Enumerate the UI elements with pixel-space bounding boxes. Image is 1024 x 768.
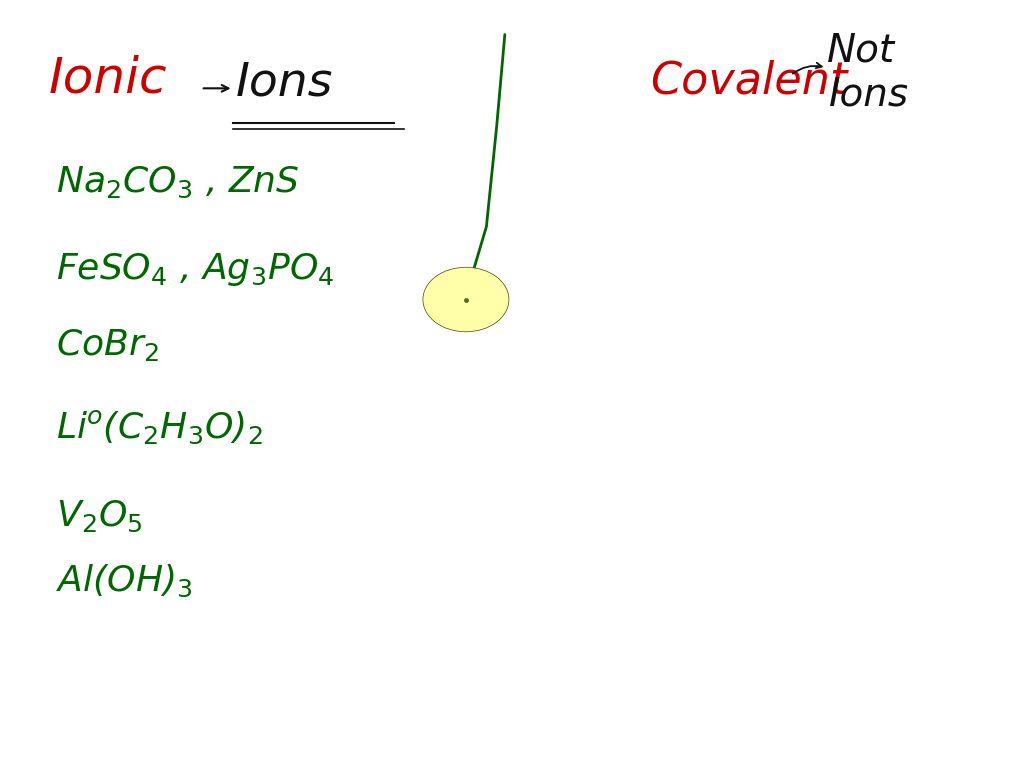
- Text: Na$_2$CO$_3$ , ZnS: Na$_2$CO$_3$ , ZnS: [56, 164, 300, 200]
- Text: Li$^o$(C$_2$H$_3$O)$_2$: Li$^o$(C$_2$H$_3$O)$_2$: [56, 409, 263, 445]
- Text: Ions: Ions: [829, 76, 909, 114]
- Text: Al(OH)$_3$: Al(OH)$_3$: [56, 563, 194, 599]
- Text: CoBr$_2$: CoBr$_2$: [56, 327, 160, 362]
- Text: FeSO$_4$ , Ag$_3$PO$_4$: FeSO$_4$ , Ag$_3$PO$_4$: [56, 251, 335, 288]
- Text: Ionic: Ionic: [49, 55, 168, 102]
- Text: Ions: Ions: [236, 61, 333, 106]
- Text: Not: Not: [827, 31, 896, 69]
- Text: Covalent: Covalent: [650, 60, 848, 103]
- Text: V$_2$O$_5$: V$_2$O$_5$: [56, 498, 143, 534]
- Circle shape: [423, 267, 509, 332]
